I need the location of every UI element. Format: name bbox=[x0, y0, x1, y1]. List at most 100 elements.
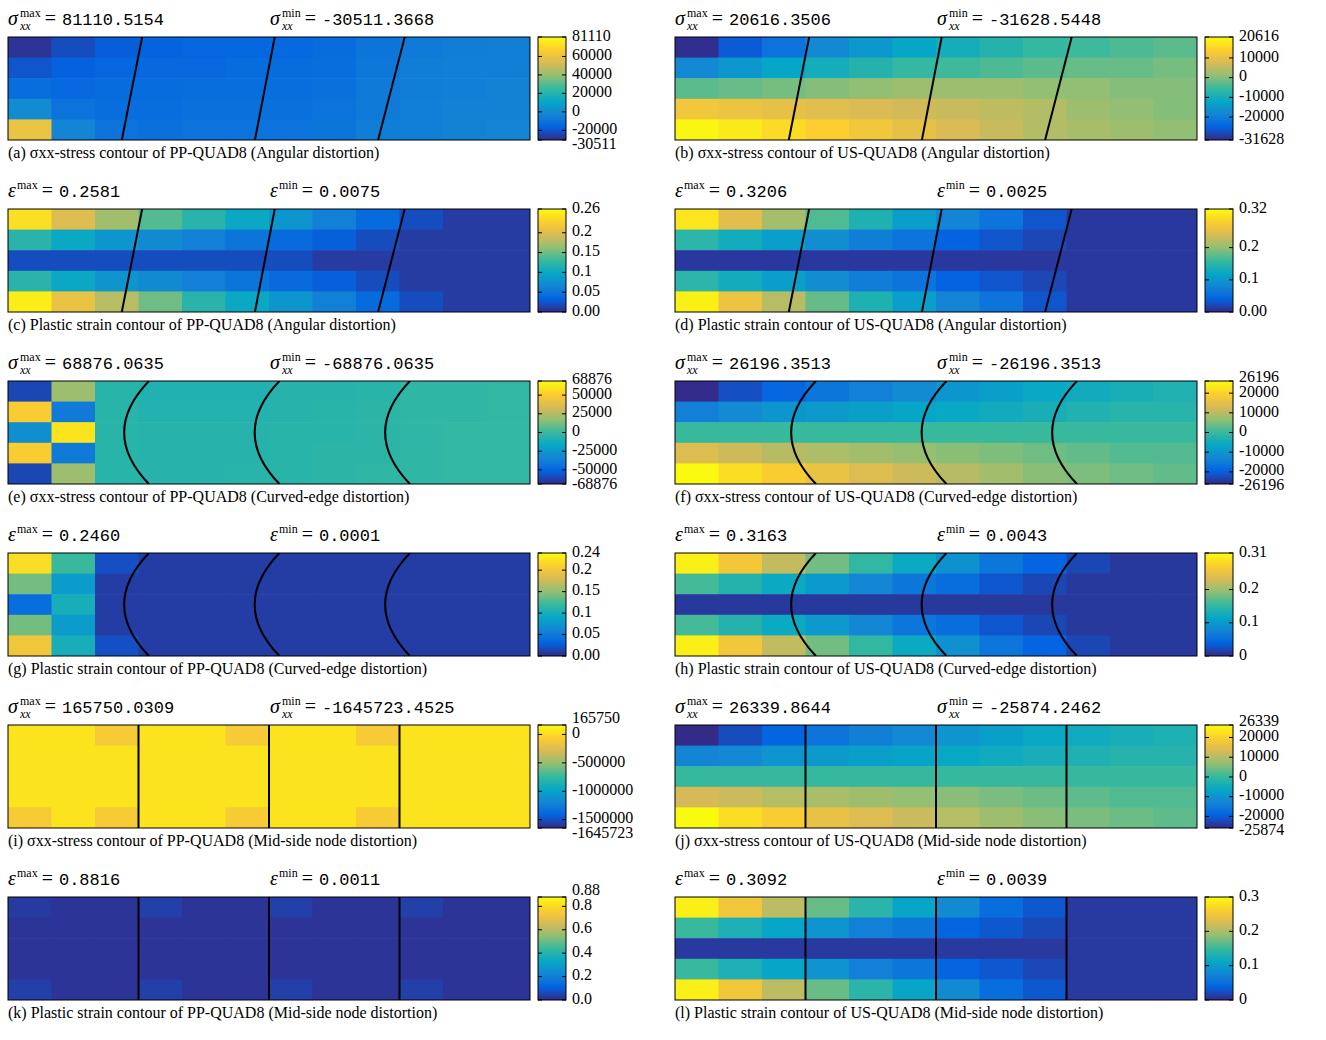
colorbar-tick bbox=[1205, 796, 1209, 797]
contour-cell bbox=[8, 209, 52, 230]
contour-cell bbox=[443, 725, 487, 746]
contour-cell bbox=[1110, 99, 1154, 120]
contour-cell bbox=[1023, 58, 1067, 79]
contour-cell bbox=[52, 615, 96, 636]
contour-cell bbox=[675, 807, 719, 828]
contour-cell bbox=[980, 553, 1024, 574]
contour-cell bbox=[849, 574, 893, 595]
contour-cell bbox=[8, 787, 52, 808]
contour-cell bbox=[936, 443, 980, 464]
contour-cell bbox=[1067, 615, 1111, 636]
stat-equals: = bbox=[969, 523, 980, 545]
stat-symbol: σ bbox=[8, 351, 19, 373]
contour-cell bbox=[1110, 402, 1154, 423]
contour-cell bbox=[980, 594, 1024, 615]
contour-cell bbox=[443, 574, 487, 595]
background bbox=[0, 0, 1326, 1040]
contour-cell bbox=[849, 422, 893, 443]
contour-cell bbox=[182, 250, 226, 271]
contour-cell bbox=[893, 381, 937, 402]
contour-cell bbox=[182, 209, 226, 230]
stat-symbol: σ bbox=[675, 7, 686, 29]
contour-cell bbox=[1154, 635, 1198, 656]
contour-cell bbox=[226, 746, 270, 767]
contour-cell bbox=[182, 443, 226, 464]
stat-symbol: ε bbox=[675, 179, 683, 201]
contour-cell bbox=[400, 918, 444, 939]
contour-cell bbox=[980, 918, 1024, 939]
colorbar-tick bbox=[538, 897, 542, 898]
contour-cell bbox=[849, 807, 893, 828]
contour-cell bbox=[1067, 250, 1111, 271]
contour-cell bbox=[8, 78, 52, 99]
stat-value: 0.2460 bbox=[59, 527, 120, 546]
stat-equals: = bbox=[45, 695, 56, 717]
contour-cell bbox=[980, 897, 1024, 918]
contour-cell bbox=[675, 443, 719, 464]
stat-value: 26196.3513 bbox=[729, 355, 831, 374]
contour-cell bbox=[269, 787, 313, 808]
colorbar-tick bbox=[1229, 897, 1233, 898]
contour-cell bbox=[806, 209, 850, 230]
contour-cell bbox=[936, 574, 980, 595]
contour-cell bbox=[8, 938, 52, 959]
contour-cell bbox=[1110, 787, 1154, 808]
contour-cell bbox=[269, 422, 313, 443]
contour-cell bbox=[182, 99, 226, 120]
colorbar-tick bbox=[1229, 139, 1233, 140]
contour-cell bbox=[269, 250, 313, 271]
contour-cell bbox=[936, 422, 980, 443]
contour-cell bbox=[356, 463, 400, 484]
contour-cell bbox=[487, 746, 531, 767]
colorbar-label: -10000 bbox=[1239, 87, 1284, 104]
colorbar-tick bbox=[538, 656, 542, 657]
colorbar-tick bbox=[1205, 37, 1209, 38]
colorbar-tick bbox=[562, 56, 566, 57]
stat-equals: = bbox=[712, 7, 723, 29]
contour-cell bbox=[487, 787, 531, 808]
colorbar-tick bbox=[1205, 656, 1209, 657]
contour-cell bbox=[313, 594, 357, 615]
contour-cell bbox=[226, 725, 270, 746]
stat-sup: max bbox=[684, 178, 705, 192]
colorbar-tick bbox=[1229, 553, 1233, 554]
contour-cell bbox=[849, 918, 893, 939]
contour-cell bbox=[762, 959, 806, 980]
contour-cell bbox=[8, 463, 52, 484]
contour-cell bbox=[356, 725, 400, 746]
mesh-line bbox=[139, 725, 400, 828]
contour-cell bbox=[719, 209, 763, 230]
colorbar-tick bbox=[538, 819, 542, 820]
colorbar-tick bbox=[1229, 965, 1233, 966]
contour-cell bbox=[1154, 766, 1198, 787]
contour-cell bbox=[936, 725, 980, 746]
contour-cell bbox=[356, 897, 400, 918]
contour-cell bbox=[182, 574, 226, 595]
stat-value: 20616.3506 bbox=[729, 11, 831, 30]
contour-cell bbox=[52, 271, 96, 292]
contour-cell bbox=[269, 37, 313, 58]
contour-cell bbox=[806, 402, 850, 423]
contour-cell bbox=[95, 37, 139, 58]
colorbar-tick bbox=[538, 906, 542, 907]
panel-caption: (i) σxx-stress contour of PP-QUAD8 (Mid-… bbox=[8, 832, 417, 850]
plot-frame bbox=[8, 897, 530, 1000]
colorbar-tick bbox=[1229, 816, 1233, 817]
colorbar-tick bbox=[538, 451, 542, 452]
contour-cell bbox=[313, 291, 357, 312]
contour-cell bbox=[762, 918, 806, 939]
contour-cell bbox=[269, 615, 313, 636]
contour-cell bbox=[1154, 574, 1198, 595]
contour-cell bbox=[1067, 58, 1111, 79]
contour-cell bbox=[443, 594, 487, 615]
contour-cell bbox=[980, 574, 1024, 595]
contour-cell bbox=[487, 979, 531, 1000]
contour-cell bbox=[980, 443, 1024, 464]
colorbar-tick bbox=[1205, 1000, 1209, 1001]
contour-cell bbox=[980, 230, 1024, 251]
contour-cell bbox=[139, 574, 183, 595]
colorbar-tick bbox=[538, 828, 542, 829]
contour-cell bbox=[356, 209, 400, 230]
stat-sub: xx bbox=[19, 363, 31, 377]
contour-cell bbox=[1154, 230, 1198, 251]
